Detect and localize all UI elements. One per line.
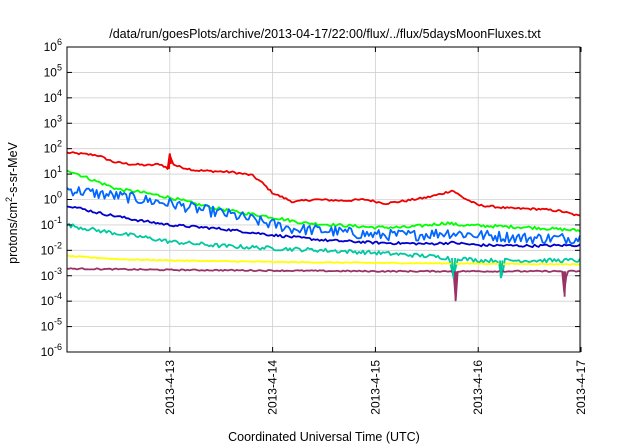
y-tick-label: 10-2 xyxy=(41,240,62,257)
series-line xyxy=(66,222,581,279)
y-tick-exponent: -4 xyxy=(54,291,62,301)
x-tick-label: 2013-4-17 xyxy=(574,360,588,415)
y-axis-label-main: protons/cm xyxy=(6,202,20,264)
y-tick-base: 10 xyxy=(44,40,58,54)
y-axis-label-sup: 2 xyxy=(4,197,14,202)
y-tick-label: 104 xyxy=(44,88,62,105)
y-tick-base: 10 xyxy=(41,243,55,257)
y-tick-labels: 10-610-510-410-310-210-11001011021031041… xyxy=(41,37,62,359)
y-tick-label: 100 xyxy=(44,190,62,207)
series-line xyxy=(66,267,580,301)
x-tick-label: 2013-4-16 xyxy=(471,360,485,415)
series-layer xyxy=(66,151,581,302)
series-line xyxy=(66,169,581,233)
x-tick-label: 2013-4-14 xyxy=(266,360,280,415)
y-tick-label: 106 xyxy=(44,37,62,54)
y-tick-exponent: 0 xyxy=(57,190,62,200)
series-spike xyxy=(451,257,457,279)
series-spike xyxy=(453,271,458,302)
y-tick-base: 10 xyxy=(44,116,58,130)
y-tick-label: 103 xyxy=(44,113,62,130)
series-line xyxy=(66,186,581,245)
y-tick-label: 102 xyxy=(44,139,62,156)
y-tick-base: 10 xyxy=(44,65,58,79)
y-tick-exponent: -6 xyxy=(54,342,62,352)
y-axis-label: protons/cm2-s-sr-MeV xyxy=(4,141,20,263)
y-tick-base: 10 xyxy=(41,320,55,334)
y-tick-exponent: 1 xyxy=(57,164,62,174)
y-tick-exponent: -5 xyxy=(54,317,62,327)
x-tick-label: 2013-4-15 xyxy=(368,360,382,415)
y-tick-base: 10 xyxy=(41,294,55,308)
x-axis-label: Coordinated Universal Time (UTC) xyxy=(228,430,420,444)
series-line xyxy=(66,205,581,248)
y-tick-label: 10-4 xyxy=(41,291,62,308)
x-tick-label: 2013-4-13 xyxy=(163,360,177,415)
y-tick-exponent: 3 xyxy=(57,113,62,123)
series-line xyxy=(66,151,581,217)
y-tick-exponent: 6 xyxy=(57,37,62,47)
y-tick-label: 101 xyxy=(44,164,62,181)
y-tick-base: 10 xyxy=(44,193,58,207)
y-tick-base: 10 xyxy=(41,269,55,283)
y-tick-base: 10 xyxy=(44,167,58,181)
y-tick-label: 10-5 xyxy=(41,317,62,334)
y-tick-exponent: -2 xyxy=(54,240,62,250)
y-tick-base: 10 xyxy=(44,91,58,105)
y-tick-exponent: 4 xyxy=(57,88,62,98)
y-tick-exponent: 2 xyxy=(57,139,62,149)
y-tick-base: 10 xyxy=(44,142,58,156)
y-tick-exponent: 5 xyxy=(57,62,62,72)
ticks xyxy=(67,46,582,353)
y-axis-label-rest: -s-sr-MeV xyxy=(6,141,20,197)
y-tick-base: 10 xyxy=(41,345,55,359)
series-spike xyxy=(168,153,172,169)
y-tick-base: 10 xyxy=(41,218,55,232)
y-tick-label: 10-6 xyxy=(41,342,62,359)
y-tick-label: 105 xyxy=(44,62,62,79)
series-line xyxy=(66,254,581,266)
chart-title: /data/run/goesPlots/archive/2013-04-17/2… xyxy=(109,27,541,41)
y-tick-label: 10-1 xyxy=(41,215,62,232)
x-tick-labels: 2013-4-13 2013-4-14 2013-4-15 2013-4-16 2013… xyxy=(163,360,588,415)
y-tick-label: 10-3 xyxy=(41,266,62,283)
series-spike xyxy=(562,271,567,297)
y-tick-exponent: -1 xyxy=(54,215,62,225)
y-tick-exponent: -3 xyxy=(54,266,62,276)
series-spike xyxy=(499,260,504,279)
